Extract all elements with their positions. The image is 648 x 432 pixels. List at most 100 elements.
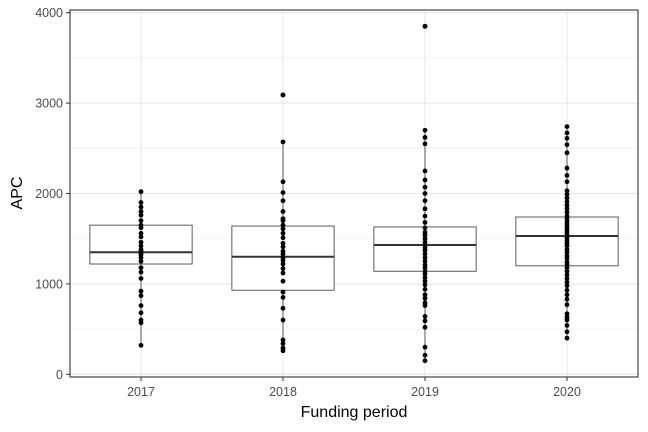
data-point bbox=[280, 266, 286, 271]
data-point bbox=[280, 92, 286, 98]
data-point bbox=[422, 300, 428, 306]
y-tick-label: 4000 bbox=[35, 6, 63, 20]
data-point bbox=[422, 262, 428, 268]
data-point bbox=[422, 324, 428, 330]
data-point bbox=[138, 212, 144, 218]
data-point bbox=[280, 305, 286, 311]
data-point bbox=[564, 276, 570, 281]
data-point bbox=[280, 261, 286, 267]
data-point bbox=[138, 189, 144, 195]
data-point bbox=[138, 258, 144, 264]
data-point bbox=[422, 251, 428, 257]
data-point bbox=[280, 235, 286, 241]
data-point bbox=[564, 296, 570, 302]
data-point bbox=[280, 244, 286, 250]
data-point bbox=[422, 275, 428, 280]
data-point bbox=[422, 314, 428, 319]
data-point bbox=[564, 311, 570, 317]
data-point bbox=[564, 314, 570, 320]
x-axis-title: Funding period bbox=[301, 404, 408, 421]
data-point bbox=[138, 288, 144, 294]
data-point bbox=[422, 236, 428, 242]
data-point bbox=[422, 278, 428, 284]
data-point bbox=[422, 352, 428, 358]
data-point bbox=[564, 292, 570, 298]
data-point bbox=[280, 226, 286, 232]
data-point bbox=[280, 295, 286, 300]
y-tick-label: 0 bbox=[56, 368, 63, 382]
data-point bbox=[422, 268, 428, 274]
data-point bbox=[422, 292, 428, 298]
data-point bbox=[422, 225, 428, 231]
data-point bbox=[564, 335, 570, 341]
data-point bbox=[422, 295, 428, 301]
data-point bbox=[138, 342, 144, 348]
data-point bbox=[280, 278, 286, 284]
data-point bbox=[564, 213, 570, 219]
data-point bbox=[564, 173, 570, 178]
data-point bbox=[564, 179, 570, 185]
data-point bbox=[564, 302, 570, 308]
data-point bbox=[422, 220, 428, 225]
data-point bbox=[564, 329, 570, 335]
data-point bbox=[564, 268, 570, 274]
data-point bbox=[422, 358, 428, 364]
data-point bbox=[564, 247, 570, 252]
data-point bbox=[422, 177, 428, 183]
data-point bbox=[422, 198, 428, 204]
data-point bbox=[564, 202, 570, 208]
data-point bbox=[422, 229, 428, 235]
data-point bbox=[422, 344, 428, 350]
data-point bbox=[422, 239, 428, 245]
data-point bbox=[564, 192, 570, 197]
y-axis-title: APC bbox=[9, 177, 26, 210]
data-point bbox=[280, 216, 286, 222]
data-point bbox=[138, 230, 144, 236]
data-point bbox=[422, 135, 428, 140]
y-tick-label: 1000 bbox=[35, 277, 63, 291]
data-point bbox=[138, 310, 144, 316]
data-point bbox=[422, 282, 428, 288]
data-point bbox=[564, 124, 570, 130]
data-point bbox=[138, 209, 144, 214]
data-point bbox=[138, 239, 144, 245]
data-point bbox=[280, 179, 286, 185]
data-point bbox=[564, 253, 570, 259]
data-point bbox=[138, 265, 144, 271]
data-point bbox=[138, 218, 144, 224]
data-point bbox=[138, 269, 144, 275]
data-point bbox=[280, 240, 286, 246]
y-tick-label: 2000 bbox=[35, 187, 63, 201]
data-point bbox=[280, 139, 286, 145]
data-point bbox=[564, 272, 570, 278]
data-point bbox=[564, 279, 570, 285]
data-point bbox=[422, 191, 428, 196]
data-point bbox=[564, 135, 570, 141]
data-point bbox=[280, 337, 286, 343]
data-point bbox=[280, 345, 286, 351]
x-tick-label: 2019 bbox=[411, 385, 439, 399]
data-point bbox=[138, 234, 144, 240]
data-point bbox=[138, 200, 144, 205]
data-point bbox=[422, 318, 428, 324]
data-point bbox=[422, 213, 428, 219]
data-points bbox=[138, 23, 570, 364]
data-point bbox=[564, 323, 570, 328]
data-point bbox=[138, 303, 144, 308]
data-point bbox=[138, 317, 144, 323]
data-point bbox=[280, 248, 286, 254]
data-point bbox=[422, 127, 428, 133]
y-tick-label: 3000 bbox=[35, 97, 63, 111]
data-point bbox=[422, 168, 428, 174]
data-point bbox=[422, 206, 428, 212]
data-point bbox=[280, 255, 286, 261]
data-point bbox=[280, 190, 286, 195]
data-point bbox=[138, 293, 144, 299]
data-point bbox=[280, 230, 286, 236]
data-point bbox=[422, 255, 428, 261]
x-tick-label: 2020 bbox=[553, 385, 581, 399]
data-point bbox=[280, 198, 286, 204]
data-point bbox=[422, 286, 428, 292]
data-point bbox=[564, 259, 570, 265]
